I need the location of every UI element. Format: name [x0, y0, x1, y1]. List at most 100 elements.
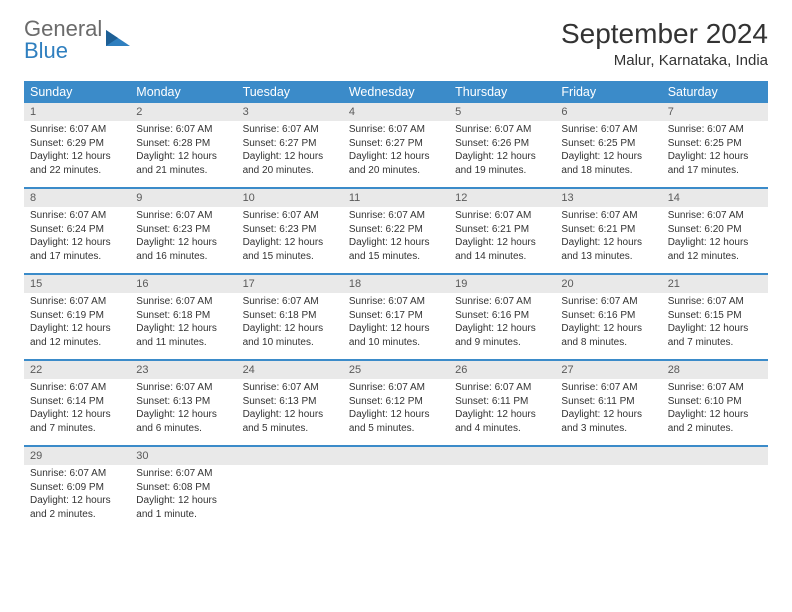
daylight-text-line1: Daylight: 12 hours	[349, 150, 443, 164]
daylight-text-line2: and 7 minutes.	[668, 336, 762, 350]
day-cell: Sunrise: 6:07 AMSunset: 6:24 PMDaylight:…	[24, 207, 130, 273]
daylight-text-line2: and 19 minutes.	[455, 164, 549, 178]
day-cell	[343, 465, 449, 531]
sunrise-text: Sunrise: 6:07 AM	[136, 209, 230, 223]
daylight-text-line1: Daylight: 12 hours	[30, 408, 124, 422]
sunset-text: Sunset: 6:10 PM	[668, 395, 762, 409]
day-cell: Sunrise: 6:07 AMSunset: 6:26 PMDaylight:…	[449, 121, 555, 187]
sunset-text: Sunset: 6:09 PM	[30, 481, 124, 495]
daylight-text-line2: and 6 minutes.	[136, 422, 230, 436]
day-cell	[237, 465, 343, 531]
day-cell: Sunrise: 6:07 AMSunset: 6:23 PMDaylight:…	[130, 207, 236, 273]
daylight-text-line1: Daylight: 12 hours	[455, 408, 549, 422]
day-number: 14	[662, 189, 768, 207]
sunset-text: Sunset: 6:28 PM	[136, 137, 230, 151]
day-cell: Sunrise: 6:07 AMSunset: 6:09 PMDaylight:…	[24, 465, 130, 531]
day-number	[237, 447, 343, 465]
sunset-text: Sunset: 6:25 PM	[561, 137, 655, 151]
sunrise-text: Sunrise: 6:07 AM	[561, 295, 655, 309]
daylight-text-line2: and 14 minutes.	[455, 250, 549, 264]
daylight-text-line1: Daylight: 12 hours	[455, 236, 549, 250]
sunset-text: Sunset: 6:15 PM	[668, 309, 762, 323]
day-number: 13	[555, 189, 661, 207]
daylight-text-line2: and 1 minute.	[136, 508, 230, 522]
day-cell: Sunrise: 6:07 AMSunset: 6:21 PMDaylight:…	[449, 207, 555, 273]
daylight-text-line1: Daylight: 12 hours	[30, 494, 124, 508]
daylight-text-line2: and 17 minutes.	[668, 164, 762, 178]
day-number: 7	[662, 103, 768, 121]
daylight-text-line1: Daylight: 12 hours	[136, 494, 230, 508]
daylight-text-line2: and 2 minutes.	[668, 422, 762, 436]
location-text: Malur, Karnataka, India	[561, 52, 768, 69]
daylight-text-line1: Daylight: 12 hours	[668, 150, 762, 164]
day-number: 10	[237, 189, 343, 207]
day-number: 20	[555, 275, 661, 293]
day-content-row: Sunrise: 6:07 AMSunset: 6:29 PMDaylight:…	[24, 121, 768, 187]
daylight-text-line2: and 20 minutes.	[243, 164, 337, 178]
sunrise-text: Sunrise: 6:07 AM	[243, 295, 337, 309]
day-cell: Sunrise: 6:07 AMSunset: 6:23 PMDaylight:…	[237, 207, 343, 273]
weekday-header-row: Sunday Monday Tuesday Wednesday Thursday…	[24, 81, 768, 103]
daylight-text-line2: and 4 minutes.	[455, 422, 549, 436]
brand-triangle-icon	[106, 30, 130, 50]
daylight-text-line1: Daylight: 12 hours	[30, 236, 124, 250]
sunrise-text: Sunrise: 6:07 AM	[136, 295, 230, 309]
sunset-text: Sunset: 6:18 PM	[136, 309, 230, 323]
sunset-text: Sunset: 6:12 PM	[349, 395, 443, 409]
sunset-text: Sunset: 6:21 PM	[455, 223, 549, 237]
day-cell: Sunrise: 6:07 AMSunset: 6:18 PMDaylight:…	[130, 293, 236, 359]
daylight-text-line2: and 12 minutes.	[668, 250, 762, 264]
sunrise-text: Sunrise: 6:07 AM	[668, 295, 762, 309]
daylight-text-line2: and 16 minutes.	[136, 250, 230, 264]
daylight-text-line1: Daylight: 12 hours	[349, 408, 443, 422]
sunset-text: Sunset: 6:22 PM	[349, 223, 443, 237]
weekday-header: Sunday	[24, 81, 130, 103]
sunset-text: Sunset: 6:21 PM	[561, 223, 655, 237]
sunset-text: Sunset: 6:18 PM	[243, 309, 337, 323]
sunrise-text: Sunrise: 6:07 AM	[349, 209, 443, 223]
weekday-header: Wednesday	[343, 81, 449, 103]
day-number	[662, 447, 768, 465]
daylight-text-line2: and 10 minutes.	[349, 336, 443, 350]
daylight-text-line2: and 15 minutes.	[349, 250, 443, 264]
daylight-text-line1: Daylight: 12 hours	[136, 150, 230, 164]
day-cell: Sunrise: 6:07 AMSunset: 6:25 PMDaylight:…	[555, 121, 661, 187]
day-cell: Sunrise: 6:07 AMSunset: 6:18 PMDaylight:…	[237, 293, 343, 359]
day-number: 5	[449, 103, 555, 121]
calendar-table: Sunday Monday Tuesday Wednesday Thursday…	[24, 81, 768, 531]
day-number: 25	[343, 361, 449, 379]
sunrise-text: Sunrise: 6:07 AM	[30, 123, 124, 137]
sunrise-text: Sunrise: 6:07 AM	[243, 209, 337, 223]
day-number-row: 1234567	[24, 103, 768, 121]
daylight-text-line1: Daylight: 12 hours	[561, 236, 655, 250]
day-cell: Sunrise: 6:07 AMSunset: 6:13 PMDaylight:…	[237, 379, 343, 445]
day-cell	[555, 465, 661, 531]
sunrise-text: Sunrise: 6:07 AM	[668, 209, 762, 223]
daylight-text-line2: and 3 minutes.	[561, 422, 655, 436]
day-number: 17	[237, 275, 343, 293]
day-number: 11	[343, 189, 449, 207]
sunrise-text: Sunrise: 6:07 AM	[561, 209, 655, 223]
daylight-text-line2: and 5 minutes.	[349, 422, 443, 436]
sunset-text: Sunset: 6:27 PM	[349, 137, 443, 151]
daylight-text-line2: and 15 minutes.	[243, 250, 337, 264]
day-number: 23	[130, 361, 236, 379]
day-number: 29	[24, 447, 130, 465]
sunset-text: Sunset: 6:27 PM	[243, 137, 337, 151]
day-number: 2	[130, 103, 236, 121]
daylight-text-line2: and 5 minutes.	[243, 422, 337, 436]
day-number	[343, 447, 449, 465]
day-cell: Sunrise: 6:07 AMSunset: 6:12 PMDaylight:…	[343, 379, 449, 445]
sunset-text: Sunset: 6:11 PM	[455, 395, 549, 409]
title-block: September 2024 Malur, Karnataka, India	[561, 18, 768, 69]
weekday-header: Thursday	[449, 81, 555, 103]
sunrise-text: Sunrise: 6:07 AM	[349, 381, 443, 395]
day-cell	[449, 465, 555, 531]
day-cell: Sunrise: 6:07 AMSunset: 6:14 PMDaylight:…	[24, 379, 130, 445]
sunset-text: Sunset: 6:16 PM	[561, 309, 655, 323]
sunrise-text: Sunrise: 6:07 AM	[136, 467, 230, 481]
day-cell: Sunrise: 6:07 AMSunset: 6:10 PMDaylight:…	[662, 379, 768, 445]
sunrise-text: Sunrise: 6:07 AM	[136, 123, 230, 137]
sunrise-text: Sunrise: 6:07 AM	[349, 123, 443, 137]
daylight-text-line1: Daylight: 12 hours	[668, 236, 762, 250]
